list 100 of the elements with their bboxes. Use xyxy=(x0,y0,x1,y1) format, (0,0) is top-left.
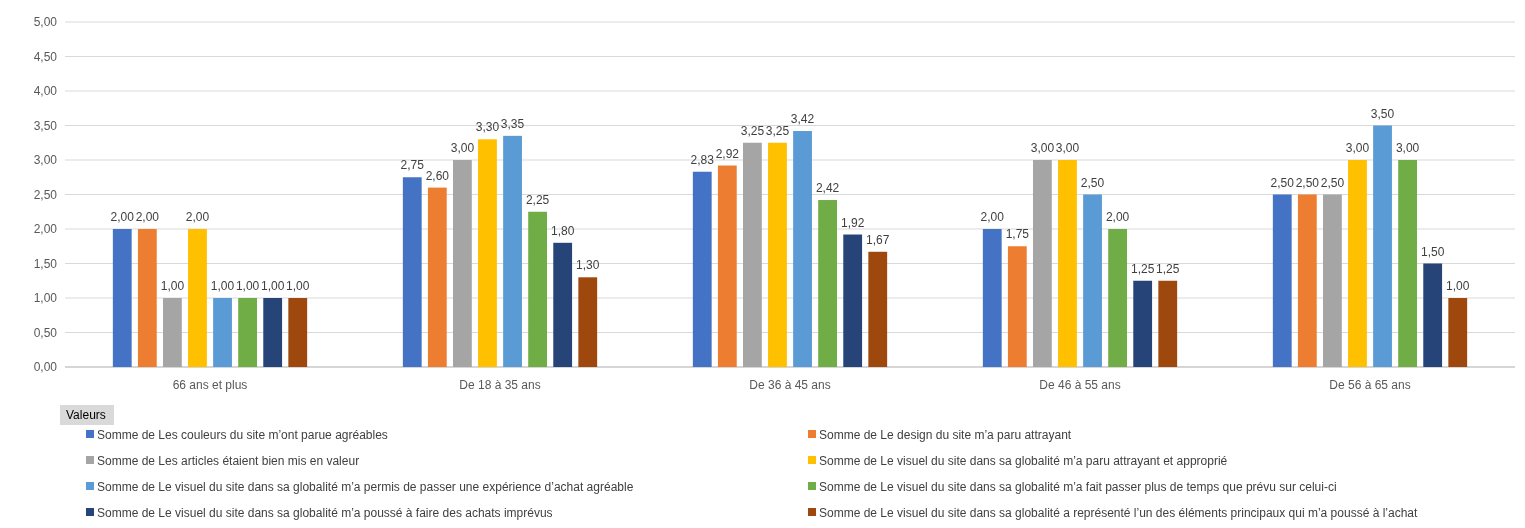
data-label: 2,50 xyxy=(1080,175,1105,190)
bar xyxy=(982,229,1002,367)
bar xyxy=(1058,160,1077,367)
x-tick-label: De 18 à 35 ans xyxy=(459,378,541,392)
bar xyxy=(263,298,283,367)
bar xyxy=(1108,229,1127,367)
data-label: 1,50 xyxy=(1421,244,1445,259)
data-label: 1,00 xyxy=(235,279,260,293)
data-label: 1,00 xyxy=(210,279,235,293)
bar xyxy=(137,229,157,367)
bar xyxy=(528,211,548,367)
data-label: 1,00 xyxy=(1446,279,1470,293)
data-label: 1,30 xyxy=(576,258,600,273)
data-label: 3,00 xyxy=(1030,141,1055,155)
bar xyxy=(1272,194,1292,367)
bar xyxy=(162,298,182,367)
bar xyxy=(1322,194,1342,367)
data-label: 1,25 xyxy=(1156,261,1180,276)
bar xyxy=(1158,280,1178,367)
data-label: 2,00 xyxy=(110,210,135,224)
data-label: 1,67 xyxy=(866,232,890,247)
bar xyxy=(1133,280,1153,367)
bar xyxy=(188,229,207,367)
data-label: 1,00 xyxy=(160,279,185,293)
data-label: 2,00 xyxy=(185,210,210,224)
bar xyxy=(1448,298,1468,367)
bar xyxy=(868,251,888,367)
data-label: 2,60 xyxy=(425,168,450,183)
data-label: 3,30 xyxy=(475,120,500,135)
x-tick-label: De 56 à 65 ans xyxy=(1329,378,1411,392)
data-label: 2,83 xyxy=(690,152,715,167)
data-label: 2,50 xyxy=(1270,175,1295,190)
legend-label: Somme de Le visuel du site dans sa globalité m’a poussé à faire des achats imprévus xyxy=(97,506,553,520)
legend-label: Somme de Le visuel du site dans sa globalité m’a fait passer plus de temps que prévu sur celui-ci xyxy=(819,480,1337,494)
y-tick-label: 4,00 xyxy=(33,84,58,98)
bar xyxy=(1373,125,1392,367)
bar xyxy=(112,229,132,367)
data-label: 3,00 xyxy=(1055,141,1080,155)
legend-label: Somme de Le visuel du site dans sa globalité m’a paru attrayant et approprié xyxy=(819,454,1228,468)
bar xyxy=(692,171,712,367)
data-label: 1,75 xyxy=(1005,227,1030,242)
bar xyxy=(578,277,598,367)
bar xyxy=(818,200,838,367)
data-label: 2,75 xyxy=(400,158,425,173)
bar xyxy=(1083,194,1102,367)
x-tick-label: 66 ans et plus xyxy=(172,378,248,392)
bar xyxy=(717,165,737,367)
data-label: 3,00 xyxy=(1395,141,1420,155)
data-label: 3,42 xyxy=(790,112,815,127)
bar xyxy=(1297,194,1317,367)
legend-label: Somme de Le visuel du site dans sa globalité m’a permis de passer une expérience d’achat agréable xyxy=(97,480,634,494)
data-label: 2,42 xyxy=(815,181,840,196)
legend-label: Somme de Le visuel du site dans sa globalité a représenté l’un des éléments principaux qui m’a poussé à l’achat xyxy=(819,506,1419,520)
data-label: 2,00 xyxy=(135,210,160,224)
bar xyxy=(742,142,762,367)
bar xyxy=(843,234,863,367)
data-label: 1,92 xyxy=(841,215,865,230)
bar xyxy=(553,242,573,367)
data-label: 3,25 xyxy=(740,123,765,138)
bar xyxy=(1007,246,1027,367)
data-label: 1,00 xyxy=(261,279,285,293)
y-tick-label: 0,00 xyxy=(33,360,58,374)
legend-label: Somme de Les couleurs du site m’ont parue agréables xyxy=(97,428,388,442)
x-tick-label: De 46 à 55 ans xyxy=(1039,378,1121,392)
y-tick-label: 2,00 xyxy=(33,222,58,236)
bar xyxy=(1423,263,1443,367)
data-label: 3,35 xyxy=(500,116,525,131)
x-tick-label: De 36 à 45 ans xyxy=(749,378,831,392)
legend-label: Somme de Le design du site m’a paru attrayant xyxy=(819,428,1072,442)
legend-title: Valeurs xyxy=(66,408,106,422)
data-label: 3,50 xyxy=(1370,106,1395,121)
bar xyxy=(1398,160,1417,367)
data-label: 3,00 xyxy=(1345,141,1370,155)
data-label: 1,25 xyxy=(1131,261,1155,276)
data-label: 2,50 xyxy=(1320,175,1345,190)
bar xyxy=(1032,160,1052,367)
data-label: 2,92 xyxy=(715,146,740,161)
bar xyxy=(452,160,472,367)
bar xyxy=(238,298,258,367)
bar xyxy=(793,131,812,367)
y-tick-label: 3,00 xyxy=(33,153,58,167)
bar xyxy=(213,298,232,367)
data-label: 1,00 xyxy=(286,279,310,293)
y-tick-label: 0,50 xyxy=(33,325,58,340)
bar xyxy=(1348,160,1367,367)
data-label: 3,25 xyxy=(765,123,790,138)
bar xyxy=(478,139,497,367)
data-label: 2,00 xyxy=(980,210,1005,224)
y-tick-label: 4,50 xyxy=(33,49,58,64)
bar xyxy=(503,135,522,367)
y-tick-label: 3,50 xyxy=(33,118,58,133)
legend-label: Somme de Les articles étaient bien mis en valeur xyxy=(97,454,360,468)
y-tick-label: 2,50 xyxy=(33,187,58,202)
data-label: 3,00 xyxy=(450,141,475,155)
y-tick-label: 1,00 xyxy=(33,291,58,305)
y-tick-label: 5,00 xyxy=(33,15,58,29)
bar xyxy=(288,298,308,367)
y-tick-label: 1,50 xyxy=(33,256,58,271)
bar xyxy=(768,142,787,367)
data-label: 2,25 xyxy=(525,192,550,207)
